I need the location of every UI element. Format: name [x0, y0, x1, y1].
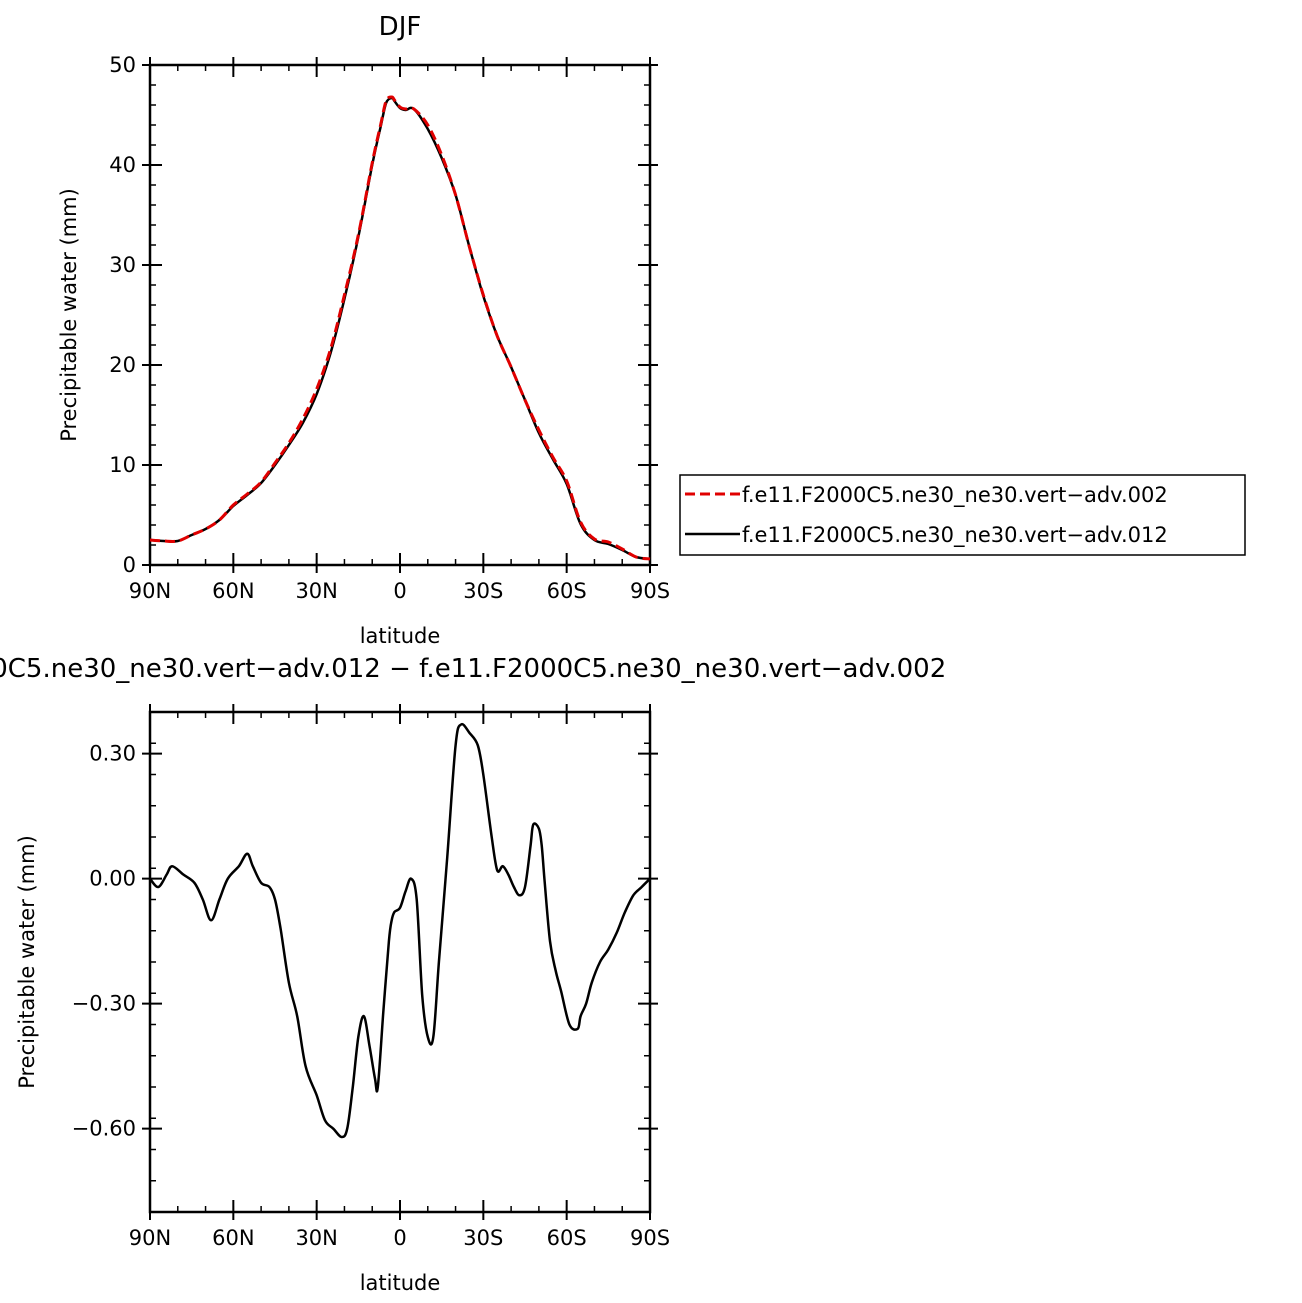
- y-tick-label: −0.30: [72, 992, 136, 1016]
- x-tick-label: 90N: [129, 579, 171, 603]
- y-tick-label: 20: [109, 353, 136, 377]
- y-tick-label: 30: [109, 253, 136, 277]
- y-axis-label: Precipitable water (mm): [15, 835, 39, 1089]
- series-layer: [149, 722, 651, 1139]
- x-tick-label: 30S: [463, 579, 503, 603]
- x-tick-label: 60N: [212, 579, 254, 603]
- series-layer: [149, 95, 651, 561]
- legend: f.e11.F2000C5.ne30_ne30.vert−adv.002 f.e…: [679, 474, 1246, 556]
- x-tick-label: 30N: [295, 1226, 337, 1250]
- x-tick-label: 30N: [295, 579, 337, 603]
- y-axis-label: Precipitable water (mm): [57, 188, 81, 442]
- y-tick-label: 40: [109, 153, 136, 177]
- ticks: 90N 60N 30N 0 30S 60S 90S 0 10 20 30 40 50: [109, 53, 670, 603]
- x-axis-label: latitude: [360, 624, 441, 648]
- chart-title: f.e11.F2000C5.ne30_ne30.vert−adv.012 − f…: [0, 654, 946, 684]
- x-tick-label: 90N: [129, 1226, 171, 1250]
- legend-entry-002: f.e11.F2000C5.ne30_ne30.vert−adv.002: [742, 483, 1168, 508]
- x-tick-label: 60N: [212, 1226, 254, 1250]
- y-tick-label: 0: [123, 553, 136, 577]
- x-tick-label: 90S: [630, 1226, 670, 1250]
- x-tick-label: 30S: [463, 1226, 503, 1250]
- y-tick-label: 0.00: [89, 867, 136, 891]
- x-tick-label: 90S: [630, 579, 670, 603]
- panel-bottom: f.e11.F2000C5.ne30_ne30.vert−adv.012 − f…: [0, 654, 946, 1295]
- series-line-1: [149, 96, 651, 561]
- plot-frame: [148, 710, 652, 1214]
- x-tick-label: 60S: [547, 1226, 587, 1250]
- ticks: 90N 60N 30N 0 30S 60S 90S 0.30 0.00 −0.30 −0.60: [72, 704, 670, 1250]
- plot-frame: [148, 63, 652, 567]
- x-tick-label: 60S: [547, 579, 587, 603]
- series-line-0: [149, 95, 651, 561]
- y-tick-label: 50: [109, 53, 136, 77]
- chart-title: DJF: [379, 12, 422, 42]
- legend-box: [679, 474, 1246, 556]
- y-tick-label: 0.30: [89, 742, 136, 766]
- y-tick-label: −0.60: [72, 1117, 136, 1141]
- series-line-0: [149, 722, 651, 1139]
- x-tick-label: 0: [393, 1226, 406, 1250]
- legend-entry-012: f.e11.F2000C5.ne30_ne30.vert−adv.012: [742, 523, 1168, 548]
- y-tick-label: 10: [109, 453, 136, 477]
- x-tick-label: 0: [393, 579, 406, 603]
- panel-top: DJF 90N 60N 30N 0 30S 60S 90S 0 10 20 30 40 50 latit…: [57, 12, 670, 648]
- x-axis-label: latitude: [360, 1271, 441, 1295]
